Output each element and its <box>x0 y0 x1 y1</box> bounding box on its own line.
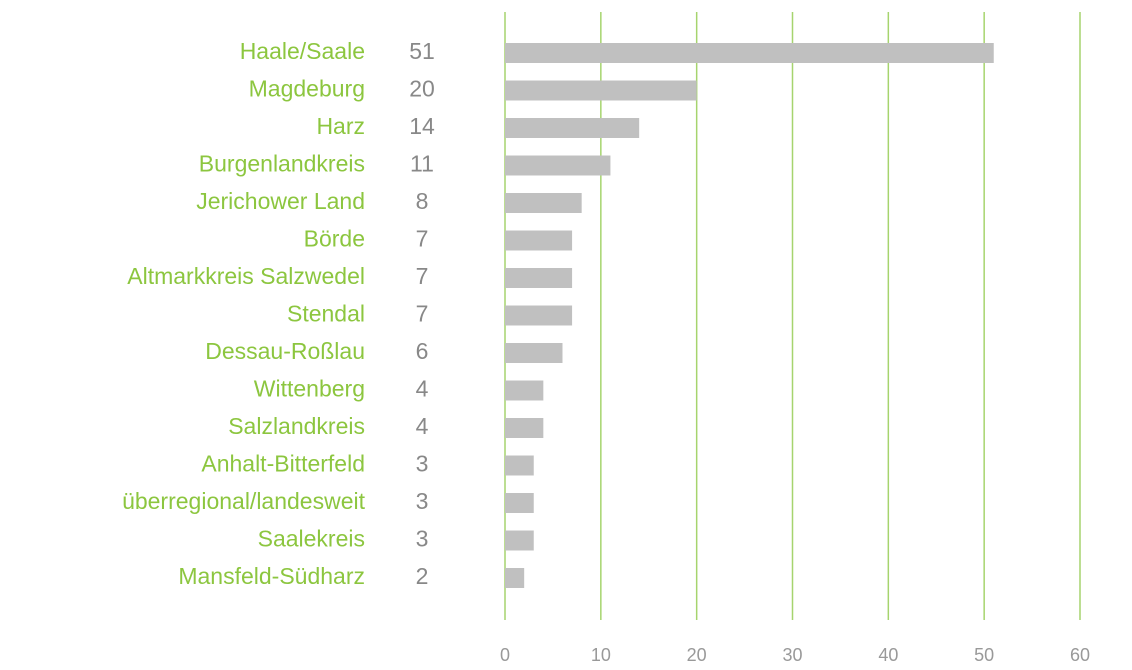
category-label: Börde <box>304 226 365 252</box>
category-label: Altmarkkreis Salzwedel <box>127 263 365 289</box>
category-label: Burgenlandkreis <box>199 151 365 177</box>
category-label: überregional/landesweit <box>122 488 366 514</box>
bar <box>505 343 563 363</box>
x-tick-label: 10 <box>591 645 611 665</box>
bar <box>505 43 994 63</box>
bar <box>505 455 534 476</box>
value-label: 8 <box>416 188 429 214</box>
category-label: Saalekreis <box>258 526 365 552</box>
value-label: 4 <box>416 376 429 402</box>
bar <box>505 230 573 251</box>
value-label: 3 <box>416 526 429 552</box>
value-label: 20 <box>409 76 435 102</box>
value-label: 7 <box>416 263 429 289</box>
category-label: Harz <box>316 113 365 139</box>
bar <box>505 530 534 551</box>
category-label: Mansfeld-Südharz <box>178 563 365 589</box>
value-label: 2 <box>416 563 429 589</box>
bar <box>505 418 544 438</box>
bar <box>505 493 534 513</box>
x-tick-label: 60 <box>1070 645 1090 665</box>
category-label: Anhalt-Bitterfeld <box>201 451 365 477</box>
value-label: 4 <box>416 413 429 439</box>
bar <box>505 568 525 588</box>
bar <box>505 193 582 213</box>
value-label: 51 <box>409 38 435 64</box>
value-label: 3 <box>416 451 429 477</box>
bar <box>505 268 573 288</box>
bar <box>505 380 544 401</box>
x-tick-label: 0 <box>500 645 510 665</box>
category-label: Stendal <box>287 301 365 327</box>
value-label: 6 <box>416 338 429 364</box>
x-tick-label: 50 <box>974 645 994 665</box>
category-label: Magdeburg <box>249 76 365 102</box>
category-label: Salzlandkreis <box>228 413 365 439</box>
value-label: 7 <box>416 301 429 327</box>
bar <box>505 118 640 138</box>
value-label: 3 <box>416 488 429 514</box>
category-label: Wittenberg <box>254 376 365 402</box>
x-tick-label: 30 <box>782 645 802 665</box>
category-label: Dessau-Roßlau <box>205 338 365 364</box>
value-label: 11 <box>410 151 434 177</box>
category-label: Haale/Saale <box>240 38 365 64</box>
bar <box>505 155 611 176</box>
bar <box>505 80 697 101</box>
x-tick-label: 20 <box>687 645 707 665</box>
value-label: 14 <box>409 113 435 139</box>
value-label: 7 <box>416 226 429 252</box>
x-tick-label: 40 <box>878 645 898 665</box>
category-label: Jerichower Land <box>196 188 365 214</box>
bar <box>505 305 573 326</box>
